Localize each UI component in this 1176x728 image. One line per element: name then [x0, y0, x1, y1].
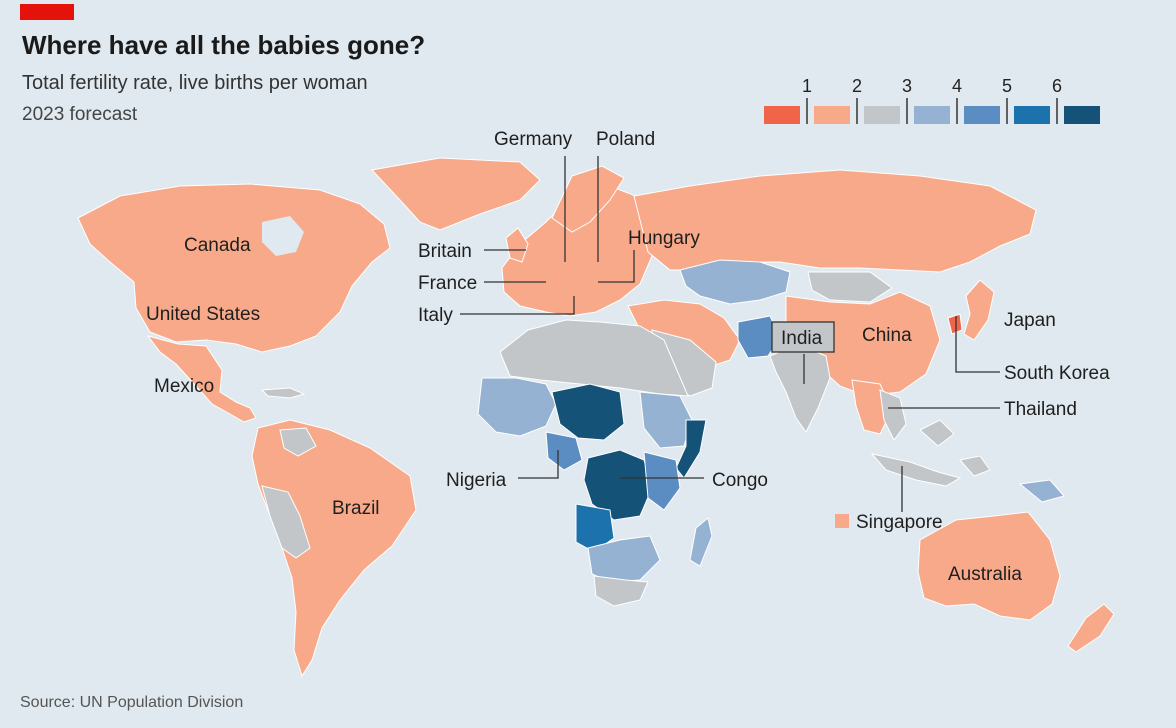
- legend-tick-5: 5: [1002, 76, 1012, 96]
- region-singapore-swatch: [835, 514, 849, 528]
- region-russia: [633, 169, 1037, 273]
- region-australia: [917, 511, 1061, 621]
- label-france: France: [418, 273, 477, 294]
- label-india: India: [781, 328, 823, 349]
- label-germany: Germany: [494, 129, 573, 150]
- region-south-america: [251, 419, 417, 678]
- landmasses: [77, 157, 1115, 678]
- label-congo: Congo: [712, 470, 768, 491]
- label-hungary: Hungary: [628, 228, 700, 249]
- legend-swatch-6-plus: [1064, 106, 1100, 124]
- india-label-box: [771, 321, 835, 353]
- brand-tag: [20, 4, 74, 20]
- label-canada: Canada: [184, 235, 251, 256]
- legend-swatch-0-1: [764, 106, 800, 124]
- legend-tick-1: 1: [802, 76, 812, 96]
- label-mexico: Mexico: [154, 376, 214, 397]
- region-britain: [505, 227, 529, 263]
- region-japan: [963, 279, 995, 341]
- region-north-africa: [499, 319, 689, 397]
- label-singapore: Singapore: [856, 512, 943, 533]
- region-mexico: [146, 335, 257, 423]
- label-china: China: [862, 325, 912, 346]
- label-poland: Poland: [596, 129, 655, 150]
- chart-forecast-note: 2023 forecast: [22, 104, 138, 125]
- label-britain: Britain: [418, 241, 472, 262]
- legend-tick-4: 4: [952, 76, 962, 96]
- legend-swatch-1-2: [814, 106, 850, 124]
- legend-tick-2: 2: [852, 76, 862, 96]
- region-greenland: [371, 157, 541, 231]
- region-nigeria: [545, 431, 583, 471]
- label-italy: Italy: [418, 305, 453, 326]
- legend-tick-3: 3: [902, 76, 912, 96]
- legend: 1 2 3 4 5 6: [764, 76, 1100, 124]
- source-note: Source: UN Population Division: [20, 694, 244, 711]
- legend-swatch-4-5: [964, 106, 1000, 124]
- legend-swatch-3-4: [914, 106, 950, 124]
- chart-subtitle: Total fertility rate, live births per wo…: [22, 72, 368, 94]
- label-thailand: Thailand: [1004, 399, 1077, 420]
- chart-title: Where have all the babies gone?: [22, 30, 426, 60]
- region-congo: [583, 449, 653, 521]
- region-india: [769, 343, 831, 433]
- label-japan: Japan: [1004, 310, 1056, 331]
- label-nigeria: Nigeria: [446, 470, 507, 491]
- region-north-america: [77, 183, 391, 353]
- label-australia: Australia: [948, 564, 1022, 585]
- legend-tick-6: 6: [1052, 76, 1062, 96]
- label-united-states: United States: [146, 304, 260, 325]
- region-south-africa: [593, 575, 649, 607]
- region-south-korea: [947, 313, 963, 335]
- leader-lines: [460, 156, 1000, 512]
- label-south-korea: South Korea: [1004, 363, 1110, 384]
- country-labels: Canada United States Mexico Brazil Germa…: [146, 129, 1110, 585]
- legend-swatch-2-3: [864, 106, 900, 124]
- label-brazil: Brazil: [332, 498, 380, 519]
- legend-swatch-5-6: [1014, 106, 1050, 124]
